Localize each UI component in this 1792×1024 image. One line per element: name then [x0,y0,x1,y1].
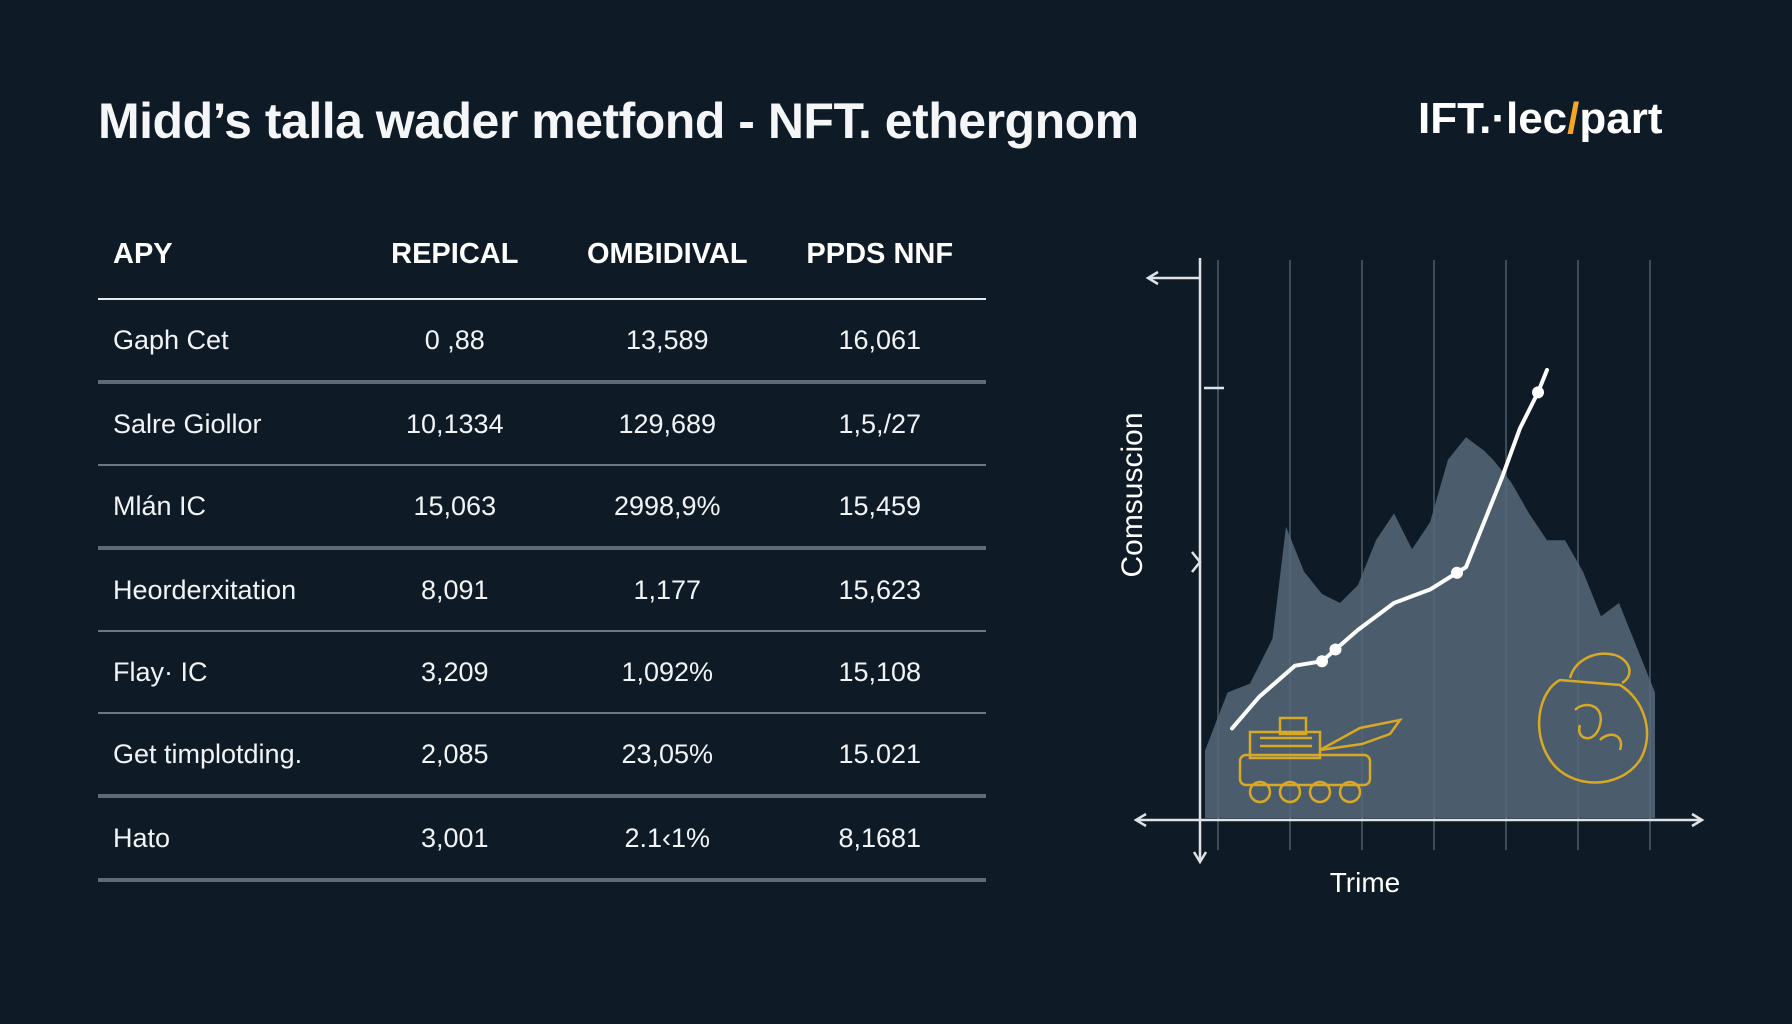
table-cell: 8,1681 [773,796,986,882]
table-row: Mlán IC 15,063 2998,9% 15,459 [98,465,986,550]
chart-illustrations [1238,652,1649,804]
row-label: Hato [98,796,349,882]
column-header: REPICAL [348,222,562,300]
y-tick [1191,551,1202,573]
logo-slash: / [1567,94,1580,143]
table-cell: 3,209 [348,631,562,714]
area-line-chart: Trime Comsuscion [1116,258,1705,898]
table-cell: 10,1334 [348,382,562,466]
x-axis-left-arrow-icon [1133,812,1147,828]
table-cell: 15.021 [773,713,986,798]
table-cell: 2.1‹1% [561,796,774,882]
table-cell: 1,5,/27 [773,382,986,466]
table-cell: 15,108 [773,631,986,714]
table-cell: 2998,9% [561,465,774,550]
line-series [1230,368,1549,731]
y-axis-arrow-icon [1145,270,1200,286]
logo-main: IFT.·lec [1418,94,1568,143]
y-axis-down-arrow-icon [1192,851,1208,865]
table-row: Heorderxitation 8,091 1,177 15,623 [98,548,986,632]
table-cell: 23,05% [561,713,774,798]
x-axis-label: Trime [1330,867,1401,898]
table-cell: 2,085 [348,713,562,798]
metrics-table: APY REPICAL OMBIDIVAL PPDS NNF Gaph Cet … [98,222,986,882]
chart-axes [1133,258,1705,865]
table-cell: 15,063 [348,465,562,550]
row-label: Flay· IC [98,631,349,714]
table-header-row: APY REPICAL OMBIDIVAL PPDS NNF [98,222,986,300]
table-cell: 1,092% [561,631,774,714]
table-cell: 15,459 [773,465,986,550]
column-header: APY [98,222,349,300]
logo-tail: part [1579,94,1663,143]
table-row: Flay· IC 3,209 1,092% 15,108 [98,631,986,714]
column-header: PPDS NNF [773,222,986,300]
table-cell: 129,689 [561,382,774,466]
table-cell: 8,091 [348,548,562,632]
row-label: Salre Giollor [98,382,349,466]
y-axis-label: Comsuscion [1116,412,1149,577]
line-point [1316,655,1328,668]
line-point [1451,566,1463,579]
table-cell: 0 ,88 [348,299,562,384]
table-row: Hato 3,001 2.1‹1% 8,1681 [98,796,986,882]
money-bag-icon [1537,652,1649,784]
line-point [1532,386,1544,399]
table-cell: 13,589 [561,299,774,384]
table-cell: 16,061 [773,299,986,384]
table-cell: 15,623 [773,548,986,632]
line-point [1329,643,1342,656]
table-cell: 3,001 [348,796,562,882]
brand-logo: IFT.·lec/part [1418,94,1663,144]
table-row: Get timplotding. 2,085 23,05% 15.021 [98,713,986,798]
x-axis-right-arrow-icon [1691,812,1705,828]
bulldozer-icon [1238,716,1403,804]
row-label: Heorderxitation [98,548,349,632]
row-label: Gaph Cet [98,299,349,384]
area-series [1205,437,1655,818]
row-label: Mlán IC [98,465,349,550]
page-title: Midd’s talla wader metfond - NFT. etherg… [98,93,1139,149]
row-label: Get timplotding. [98,713,349,798]
column-header: OMBIDIVAL [561,222,774,300]
table-cell: 1,177 [561,548,774,632]
table-row: Salre Giollor 10,1334 129,689 1,5,/27 [98,382,986,466]
table-row: Gaph Cet 0 ,88 13,589 16,061 [98,299,986,384]
